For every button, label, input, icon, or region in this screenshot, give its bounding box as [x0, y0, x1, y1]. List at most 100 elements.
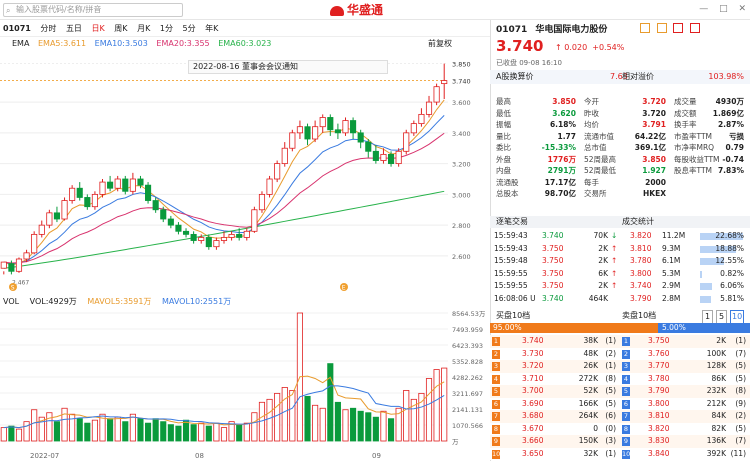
tab-weekly-k[interactable]: 周K: [114, 24, 128, 33]
trade-direction-icon: ↑: [611, 256, 618, 265]
bid-volume: 166K: [578, 398, 598, 408]
bid-level-badge: 2: [492, 349, 500, 359]
tab-trade-stats[interactable]: 成交统计: [622, 217, 654, 226]
ask-level-badge: 6: [622, 399, 630, 409]
trade-row: 15:59:55 3.750 2K ↑ 3.740 2.9M 6.06%: [490, 280, 750, 293]
level-10-button[interactable]: 10: [730, 310, 745, 324]
tab-1min[interactable]: 1分: [159, 24, 173, 33]
tab-ask-levels[interactable]: 卖盘10档: [622, 311, 657, 320]
candle-body: [69, 187, 76, 201]
volume-bar: [0, 427, 7, 442]
bid-price: 3.650: [522, 448, 544, 458]
candle-body: [46, 212, 53, 226]
ask-price: 3.830: [648, 436, 670, 445]
order-book-row: 2 3.730 48K (2) 2 3.760 100K (7): [490, 347, 750, 360]
bid-orders: (1): [605, 361, 616, 370]
tab-yearly-k[interactable]: 年K: [205, 24, 219, 33]
tab-daily-k[interactable]: 日K: [91, 24, 105, 33]
trade-volume: 2K: [598, 243, 608, 253]
minimize-button[interactable]: —: [699, 4, 709, 14]
low-price-label: 2.467: [12, 279, 29, 286]
adjust-dropdown[interactable]: 前复权: [428, 39, 452, 48]
candle-body: [107, 181, 114, 189]
stat-label: 市净率MRQ: [674, 143, 715, 152]
volume-axis-label: 7493.959: [452, 326, 483, 334]
close-button[interactable]: ✕: [738, 4, 746, 14]
candle-body: [357, 132, 364, 143]
ask-volume: 136K: [706, 436, 726, 445]
candle-body: [137, 178, 144, 186]
stat-label: 总股本: [496, 189, 519, 198]
bid-price: 3.720: [522, 361, 544, 370]
stat-share-bar: [700, 233, 744, 240]
share-icon[interactable]: [673, 23, 684, 33]
candle-body: [175, 224, 182, 232]
ask-orders: (5): [735, 423, 746, 433]
vol-label[interactable]: VOL: [3, 297, 20, 306]
bid-level-badge: 7: [492, 412, 500, 421]
candlestick-chart[interactable]: 3.850 3.740 3.600 3.400 3.200 3.000 2.800 2.600…: [0, 51, 490, 293]
volume-chart[interactable]: 8564.53万 7493.959 6423.393 5352.828 4282.262…: [0, 308, 490, 461]
maximize-button[interactable]: □: [719, 4, 728, 14]
stat-value: 3.791: [642, 120, 666, 129]
level-5-button[interactable]: 5: [716, 310, 728, 324]
volume-bar: [319, 407, 326, 442]
tab-5min[interactable]: 5分: [182, 24, 196, 33]
alert-icon[interactable]: [640, 23, 650, 33]
bid-level-badge: 10: [492, 449, 501, 459]
bid-orders: (8): [605, 373, 616, 383]
bid-volume: 26K: [583, 361, 598, 370]
stat-row: 内盘 2791万 52周最低 1.927 股息率TTM 7.83%: [490, 165, 750, 177]
stat-share: 12.55%: [715, 256, 744, 265]
volume-bar: [8, 425, 15, 442]
candle-body: [182, 230, 190, 235]
tab-intraday[interactable]: 分时: [40, 24, 57, 33]
bid-volume: 0: [593, 423, 598, 433]
volume-bar: [403, 389, 410, 442]
stat-label: 换手率: [674, 120, 697, 129]
ah-row[interactable]: A股换算价 7.63 相对溢价 103.98%: [490, 70, 750, 84]
event-marker-label: E: [342, 285, 346, 292]
stat-row: 振幅 6.18% 均价 3.791 换手率 2.87%: [490, 119, 750, 131]
candle-body: [152, 200, 159, 211]
ask-level-badge: 5: [622, 387, 630, 396]
tab-bid-levels[interactable]: 买盘10档: [496, 311, 531, 320]
stat-share: 0.82%: [720, 268, 744, 278]
volume-bar: [418, 392, 425, 442]
ema-label[interactable]: EMA: [12, 39, 30, 48]
bid-level-badge: 8: [492, 424, 500, 434]
candle-body: [251, 209, 258, 232]
candle-body: [31, 233, 38, 254]
ask-orders: (7): [735, 348, 746, 358]
bid-price: 3.740: [522, 336, 544, 345]
search-input[interactable]: ⌕ 输入股票代码/名称/拼音: [3, 3, 183, 17]
volume-bar: [114, 416, 121, 442]
stat-row: 委比 -15.33% 总市值 369.1亿 市净率MRQ 0.79: [490, 142, 750, 154]
menu-icon[interactable]: [689, 23, 700, 33]
volume-bar: [107, 418, 114, 442]
stat-label: 52周最低: [584, 166, 617, 175]
watchlist-icon[interactable]: [656, 23, 667, 33]
volume-bar: [38, 416, 45, 442]
tab-monthly-k[interactable]: 月K: [137, 24, 151, 33]
order-book-row: 9 3.660 150K (3) 9 3.830 136K (7): [490, 435, 750, 448]
tab-five-day[interactable]: 五日: [65, 24, 82, 33]
stat-volume: 2.8M: [662, 293, 681, 303]
tab-tick-trades[interactable]: 逐笔交易: [496, 217, 528, 226]
price-axis-label: 3.200: [452, 161, 471, 169]
bid-volume: 38K: [583, 336, 598, 345]
level-1-button[interactable]: 1: [702, 310, 714, 324]
ema60-line: [3, 190, 445, 269]
brand-logo: 华盛通: [330, 3, 420, 17]
volume-bar: [228, 421, 235, 442]
volume-bar: [387, 418, 395, 442]
notice-box[interactable]: 2022-08-16 董事会会议通知: [188, 60, 388, 74]
ema60-value: EMA60:3.023: [218, 39, 272, 48]
trade-direction-icon: ↓: [611, 231, 618, 240]
event-marker-icon: [340, 283, 348, 291]
stat-value: -15.33%: [541, 143, 576, 152]
stat-price: 3.820: [630, 231, 652, 240]
stat-value: 3.850: [552, 97, 576, 106]
book-tabs: 买盘10档 卖盘10档 1 5 10: [490, 310, 750, 324]
stat-value: 2791万: [547, 166, 576, 175]
